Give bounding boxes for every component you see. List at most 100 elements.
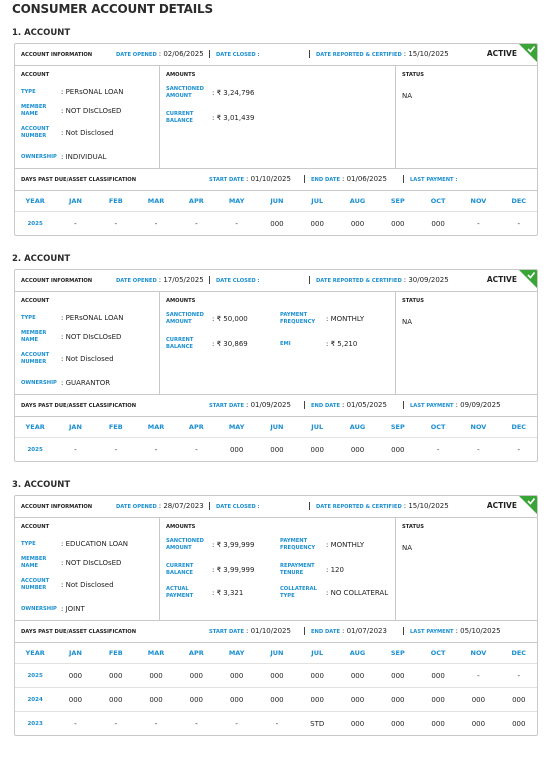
- info-field: DATE REPORTED & CERTIFIED: 30/09/2025: [309, 276, 449, 284]
- dpd-table: YEAR JAN FEB MAR APR MAY JUN JUL AUG SEP OCT NOV DEC…: [15, 417, 537, 461]
- dpd-cell: 000: [297, 437, 338, 461]
- field-value: : PERsONAL LOAN: [61, 314, 124, 322]
- dpd-cell: 000: [95, 663, 136, 688]
- table-row: 2025 000 000 000 000 000 000 000 000 000 000- -: [15, 663, 537, 688]
- dpd-cell: 000: [337, 687, 378, 712]
- column-heading: SEP: [390, 197, 405, 205]
- detail-columns: ACCOUNT TYPE: EDUCATION LOAN MEMBER NAME: …: [15, 518, 537, 621]
- table-row: 2023- - - - - - STD 000 000 000 000 000: [15, 711, 537, 735]
- dpd-cell: 000: [256, 663, 298, 688]
- table-row: 2025- - - - -000 000 000 000 000- -: [15, 211, 537, 235]
- column-heading: JUL: [311, 423, 324, 431]
- dpd-value: : 09/09/2025: [455, 401, 501, 409]
- field-value: : NOT DIsCLOsED: [61, 333, 122, 341]
- dpd-cell: 000: [135, 663, 177, 688]
- dpd-cell: 000: [135, 687, 177, 712]
- field-value: : NO COLLATERAL: [326, 589, 389, 597]
- column-heading: NOV: [470, 649, 487, 657]
- field-label: ACTUAL PAYMENT: [166, 586, 194, 599]
- dpd-cell: -: [95, 211, 136, 235]
- info-value: : 17/05/2025: [158, 276, 204, 284]
- column-heading: FEB: [108, 197, 123, 205]
- field-label: OWNERSHIP: [21, 153, 57, 160]
- dpd-cell: 000: [216, 437, 257, 461]
- dpd-cell: -: [135, 711, 177, 735]
- column-heading: AUG: [349, 197, 366, 205]
- dpd-cell: -: [458, 663, 499, 688]
- field-label: COLLATERAL TYPE: [280, 586, 317, 599]
- field-row: ACTUAL PAYMENT: ₹ 3,321: [166, 585, 243, 601]
- column-header: AMOUNTS: [166, 524, 196, 530]
- column-header: ACCOUNT: [21, 298, 50, 304]
- dpd-cell: -: [498, 437, 537, 461]
- dpd-title: DAYS PAST DUE/ASSET CLASSIFICATION: [21, 403, 137, 409]
- dpd-field: LAST PAYMENT: 09/09/2025: [403, 401, 501, 409]
- dpd-cell: -: [135, 211, 177, 235]
- dpd-cell: 000: [216, 687, 257, 712]
- dpd-cell: 000: [377, 437, 418, 461]
- account-box: ACCOUNT INFORMATION DATE OPENED: 28/07/20…: [14, 495, 538, 736]
- dpd-cell: -: [216, 711, 257, 735]
- dpd-bar: DAYS PAST DUE/ASSET CLASSIFICATION START …: [15, 395, 537, 417]
- field-row: MEMBER NAME: NOT DIsCLOsED: [21, 103, 121, 119]
- dpd-cell: 000: [216, 663, 257, 688]
- column-heading: DEC: [511, 423, 527, 431]
- field-value: : EDUCATION LOAN: [61, 540, 129, 548]
- field-label: TYPE: [21, 540, 36, 547]
- column-heading: MAY: [228, 197, 245, 205]
- field-value: : ₹ 3,01,439: [212, 114, 255, 122]
- column-heading: JAN: [69, 423, 82, 431]
- dpd-table: YEAR JAN FEB MAR APR MAY JUN JUL AUG SEP OCT NOV DEC…: [15, 191, 537, 235]
- column-header: STATUS: [402, 524, 424, 530]
- dpd-label: START DATE: [209, 177, 244, 183]
- field-row: PAYMENT FREQUENCY: MONTHLY: [280, 311, 364, 327]
- account-heading: 2. ACCOUNT: [12, 254, 71, 264]
- account-box: ACCOUNT INFORMATION DATE OPENED: 02/06/20…: [14, 43, 538, 236]
- dpd-cell: 000: [297, 211, 338, 235]
- status-badge: ACTIVE: [486, 275, 517, 284]
- info-label: DATE REPORTED & CERTIFIED: [316, 504, 402, 510]
- active-corner: [519, 496, 537, 514]
- field-row: MEMBER NAME: NOT DIsCLOsED: [21, 329, 121, 345]
- dpd-cell: 000: [337, 211, 378, 235]
- detail-columns: ACCOUNT TYPE: PERsONAL LOAN MEMBER NAME: N…: [15, 292, 537, 395]
- dpd-cell: 000: [458, 687, 499, 712]
- field-label: PAYMENT FREQUENCY: [280, 538, 316, 551]
- field-value: : ₹ 3,99,999: [212, 566, 255, 574]
- status-value: NA: [402, 92, 413, 100]
- field-label: ACCOUNT NUMBER: [21, 578, 50, 591]
- field-row: EMI: ₹ 5,210: [280, 336, 357, 352]
- dpd-cell: 000: [498, 687, 537, 712]
- column-heading: JUL: [311, 649, 324, 657]
- account-column: ACCOUNT TYPE: PERsONAL LOAN MEMBER NAME: N…: [15, 66, 159, 168]
- info-field: DATE CLOSED :: [209, 276, 260, 284]
- dpd-label: START DATE: [209, 629, 244, 635]
- dpd-label: LAST PAYMENT: [410, 403, 454, 409]
- field-row: OWNERSHIP: JOINT: [21, 601, 85, 617]
- column-heading: MAY: [228, 649, 245, 657]
- status-value: NA: [402, 544, 413, 552]
- field-value: : INDIVIDUAL: [61, 153, 107, 161]
- field-row: ACCOUNT NUMBER: Not Disclosed: [21, 125, 114, 141]
- dpd-cell: -: [55, 437, 96, 461]
- column-heading: OCT: [430, 649, 446, 657]
- field-value: : ₹ 5,210: [326, 340, 358, 348]
- amounts-column: AMOUNTS SANCTIONED AMOUNT: ₹ 3,24,796 CURR…: [159, 66, 395, 168]
- dpd-cell: 000: [256, 687, 298, 712]
- column-heading: FEB: [108, 649, 123, 657]
- dpd-label: LAST PAYMENT :: [410, 177, 458, 183]
- dpd-cell: 000: [377, 687, 418, 712]
- dpd-title: DAYS PAST DUE/ASSET CLASSIFICATION: [21, 629, 137, 635]
- info-label: DATE OPENED: [116, 504, 157, 510]
- field-label: ACCOUNT NUMBER: [21, 126, 50, 139]
- column-heading: AUG: [349, 423, 366, 431]
- info-bar: ACCOUNT INFORMATION DATE OPENED: 02/06/20…: [15, 44, 537, 66]
- column-header: AMOUNTS: [166, 72, 196, 78]
- field-label: OWNERSHIP: [21, 605, 57, 612]
- info-value: : 15/10/2025: [403, 502, 449, 510]
- field-label: CURRENT BALANCE: [166, 563, 194, 576]
- field-value: : ₹ 3,24,796: [212, 89, 255, 97]
- info-value: : 15/10/2025: [403, 50, 449, 58]
